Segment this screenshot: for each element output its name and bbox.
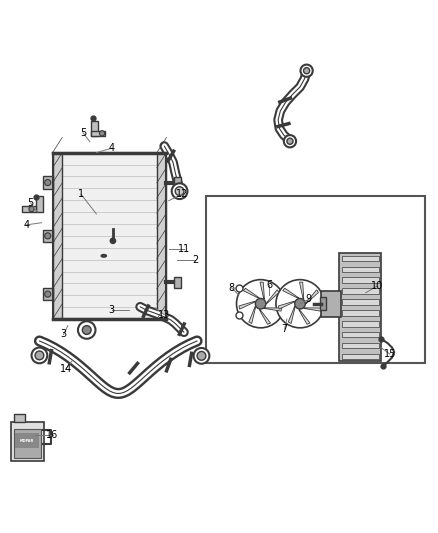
Bar [157,152,166,319]
Polygon shape [304,308,321,311]
Text: MOPAR: MOPAR [20,439,34,443]
Bar [43,176,53,189]
Bar [342,266,379,272]
Polygon shape [306,290,318,304]
Text: 13: 13 [158,310,170,320]
Bar [91,131,105,136]
Circle shape [284,135,296,147]
Circle shape [35,351,44,360]
Circle shape [45,291,51,297]
Text: 7: 7 [282,324,288,334]
Polygon shape [249,306,256,324]
Text: 2: 2 [192,255,198,265]
Circle shape [304,68,310,74]
Circle shape [287,138,293,144]
Circle shape [175,187,184,196]
Text: 9: 9 [306,294,312,304]
Text: 5: 5 [28,198,34,208]
Polygon shape [267,290,279,304]
Circle shape [78,321,95,339]
Circle shape [82,326,91,334]
Bar [342,321,379,327]
Polygon shape [300,282,304,299]
Circle shape [110,238,116,244]
Bar [43,230,53,242]
Circle shape [99,131,105,136]
Text: 3: 3 [60,329,67,340]
Bar [14,414,25,422]
Circle shape [300,64,313,77]
Polygon shape [259,310,271,324]
Bar [342,278,379,282]
Bar [53,152,62,319]
Circle shape [255,298,266,309]
Circle shape [45,180,51,185]
Bar [342,343,379,349]
Bar [342,288,379,294]
Text: 12: 12 [176,189,188,199]
Text: 1: 1 [78,189,84,199]
Bar [342,310,379,316]
Polygon shape [260,282,265,299]
Polygon shape [265,308,282,311]
Circle shape [197,351,206,360]
Bar [91,120,98,136]
Bar [206,197,425,363]
Bar [320,297,326,310]
Polygon shape [299,310,310,324]
Text: 6: 6 [266,280,272,290]
Circle shape [172,183,187,199]
Text: 4: 4 [23,220,29,230]
Text: 14: 14 [60,365,72,374]
Bar [342,255,379,261]
Circle shape [295,298,305,309]
Circle shape [32,348,47,364]
Text: 8: 8 [228,282,234,293]
Circle shape [45,233,51,239]
Bar [342,300,379,304]
Polygon shape [239,301,255,309]
Polygon shape [283,288,299,298]
Circle shape [237,280,285,328]
Bar [321,290,341,317]
Bar [22,206,36,212]
Bar [15,433,39,448]
Bar [342,332,379,337]
Text: 3: 3 [109,305,115,316]
Text: 11: 11 [178,244,190,254]
Bar [43,288,53,300]
Bar [11,422,44,462]
Bar [174,177,181,188]
Bar [36,197,43,212]
Bar [14,430,41,458]
Bar [174,277,181,288]
Bar [53,152,166,319]
Ellipse shape [101,254,106,257]
Polygon shape [288,306,295,324]
Polygon shape [243,288,259,298]
Circle shape [194,348,209,364]
Text: 5: 5 [80,128,86,138]
Bar [342,354,379,359]
Text: 15: 15 [384,349,396,359]
Circle shape [276,280,324,328]
Text: 4: 4 [109,143,115,154]
Polygon shape [279,301,295,309]
Bar [339,253,381,361]
Text: 10: 10 [371,281,383,291]
Circle shape [29,206,34,212]
Text: 16: 16 [46,430,59,440]
